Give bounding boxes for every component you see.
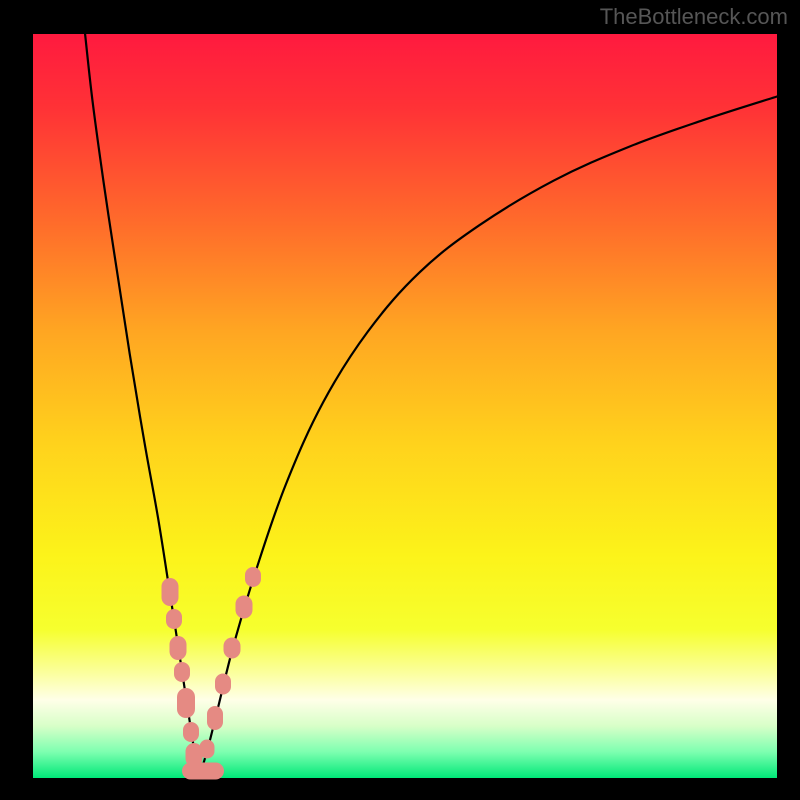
data-marker [236, 595, 253, 618]
data-marker [245, 567, 261, 587]
curve-right [199, 96, 777, 778]
data-marker [161, 578, 178, 606]
chart-stage: TheBottleneck.com [0, 0, 800, 800]
data-marker [174, 662, 190, 682]
data-marker [170, 636, 187, 660]
data-marker [200, 739, 215, 758]
data-marker [207, 706, 223, 730]
data-marker [224, 637, 241, 658]
data-marker [177, 688, 195, 718]
curves-layer [0, 0, 800, 800]
data-marker [166, 609, 182, 629]
data-marker [194, 762, 224, 779]
data-marker [215, 673, 231, 694]
watermark-text: TheBottleneck.com [600, 4, 788, 30]
data-marker [183, 722, 199, 742]
